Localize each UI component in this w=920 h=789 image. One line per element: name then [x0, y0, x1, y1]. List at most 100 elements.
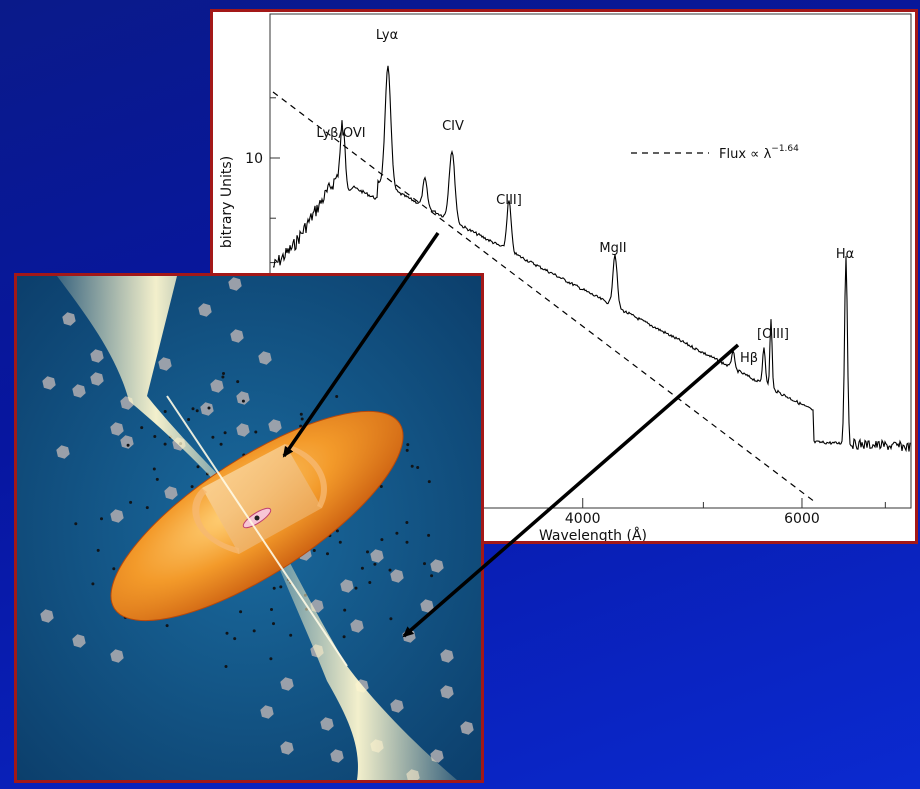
cloud	[280, 741, 294, 755]
gas-dot	[224, 665, 228, 668]
gas-dot	[423, 562, 426, 566]
gas-dot	[190, 485, 194, 489]
spectrum-line	[273, 65, 911, 453]
gas-dot	[312, 549, 316, 552]
cloud	[200, 402, 214, 416]
gas-dot	[112, 567, 116, 571]
cloud	[42, 376, 56, 390]
legend: Flux ∝ λ−1.64	[631, 144, 799, 162]
gas-dot	[74, 522, 78, 526]
x-tick-label: 6000	[784, 511, 820, 527]
gas-dot	[389, 617, 393, 621]
gas-dot	[254, 430, 258, 434]
gas-dot	[410, 464, 414, 468]
cloud	[236, 423, 250, 437]
x-axis-title: Wavelength (Å)	[539, 527, 647, 541]
gas-dot	[366, 550, 369, 554]
cloud	[110, 649, 124, 663]
cloud	[280, 677, 294, 691]
gas-dot	[360, 566, 364, 570]
gas-dot	[354, 586, 358, 590]
gas-dot	[100, 517, 103, 521]
gas-dot	[272, 586, 276, 590]
gas-dot	[326, 552, 329, 556]
cloud	[40, 609, 54, 623]
gas-dot	[233, 637, 237, 641]
gas-dot	[395, 531, 399, 535]
gas-dot	[335, 395, 339, 398]
cloud	[370, 549, 384, 563]
gas-dot	[223, 431, 227, 435]
gas-dot	[405, 540, 409, 544]
torus-cutaway	[202, 444, 322, 554]
gas-dot	[406, 443, 410, 447]
gas-dot	[270, 608, 273, 611]
gas-dot	[342, 635, 346, 639]
cloud	[440, 685, 454, 699]
cloud	[440, 649, 454, 663]
gas-dot	[153, 435, 157, 438]
cloud	[230, 329, 244, 343]
agn-illustration	[17, 276, 481, 780]
gas-dot	[96, 548, 100, 552]
gas-dot	[225, 631, 229, 635]
gas-dot	[289, 633, 293, 637]
cloud	[62, 312, 76, 326]
gas-dot	[416, 466, 420, 469]
y-tick-label: 10	[245, 151, 263, 167]
gas-dot	[236, 380, 240, 384]
gas-dot	[338, 540, 342, 544]
gas-dot	[430, 574, 434, 578]
gas-dot	[163, 410, 167, 413]
gas-dot	[222, 372, 225, 375]
gas-dot	[195, 409, 199, 413]
gas-dot	[373, 562, 377, 566]
gas-dot	[221, 375, 225, 379]
emission-line-label: CIII]	[496, 193, 522, 208]
cloud	[120, 435, 134, 449]
gas-dot	[163, 442, 167, 446]
gas-dot	[91, 582, 95, 586]
cloud	[72, 634, 86, 648]
gas-dot	[379, 485, 383, 488]
emission-line-label: Hβ	[740, 351, 758, 366]
gas-dot	[196, 465, 200, 469]
emission-line-label: Hα	[836, 247, 854, 262]
gas-dot	[165, 624, 169, 628]
gas-dot	[427, 533, 431, 537]
emission-line-label: MgII	[599, 241, 626, 256]
gas-dot	[191, 407, 195, 411]
black-hole	[254, 515, 260, 521]
cloud	[158, 357, 172, 371]
cloud	[340, 579, 354, 593]
gas-dot	[427, 480, 431, 484]
cloud	[260, 705, 274, 719]
gas-dot	[299, 412, 303, 416]
cloud	[390, 569, 404, 583]
gas-dot	[279, 585, 283, 589]
cloud	[164, 486, 178, 500]
cloud	[110, 509, 124, 523]
cloud	[268, 419, 282, 433]
cloud	[210, 379, 224, 393]
gas-dot	[239, 610, 243, 614]
gas-dot	[140, 426, 144, 430]
emission-line-label: Lyβ/OVI	[316, 126, 365, 141]
cloud	[460, 721, 474, 735]
gas-dot	[405, 448, 409, 452]
cloud	[110, 422, 124, 436]
cloud	[56, 445, 70, 459]
gas-dot	[272, 622, 275, 626]
emission-line-label: Lyα	[376, 28, 398, 43]
cloud	[330, 749, 344, 763]
upper-jet	[57, 276, 255, 520]
cloud	[72, 384, 86, 398]
gas-dot	[335, 529, 339, 533]
gas-dot	[152, 467, 156, 471]
gas-dot	[241, 399, 245, 403]
emission-line-label: CIV	[442, 119, 464, 134]
cloud	[90, 349, 104, 363]
gas-dot	[380, 538, 384, 542]
gas-dot	[300, 417, 304, 421]
